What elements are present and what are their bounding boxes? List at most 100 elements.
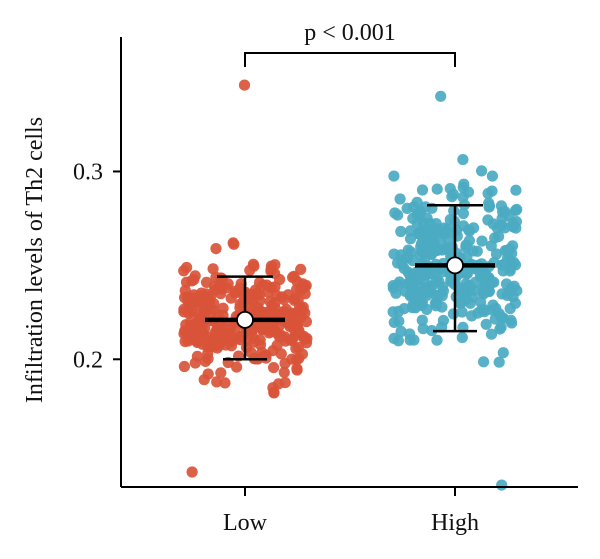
data-point-high [458,178,470,190]
labels-layer: Infiltration levels of Th2 cells p < 0.0… [22,20,396,403]
data-point-low [296,348,308,360]
data-point-high [496,311,508,323]
data-point-high [447,308,459,320]
data-point-high [483,201,495,213]
data-point-low [245,288,258,300]
data-point-high [472,307,484,319]
data-point-low [256,346,268,358]
data-point-high [456,332,468,344]
data-point-low [178,360,190,373]
y-axis-title: Infiltration levels of Th2 cells [22,117,48,403]
data-point-high [419,201,432,213]
data-point-high [507,217,519,229]
data-point-low [271,339,283,351]
data-point-high [486,304,499,316]
data-point-high [495,321,507,333]
data-point-high [486,170,498,182]
data-point-low [280,303,292,315]
data-point-low [293,305,305,317]
data-point-low [204,303,216,315]
data-point-high [430,274,442,286]
data-point-high [457,154,469,166]
x-tick-label: Low [223,510,268,536]
data-point-low [186,466,198,478]
data-point-high [480,318,492,330]
data-point-low [225,340,238,352]
data-point-high [463,279,475,291]
data-point-high [511,285,523,297]
data-point-high [412,208,424,221]
data-point-high [497,347,509,359]
data-point-low [181,261,193,274]
data-point-high [446,191,458,203]
data-point-low [189,299,201,311]
data-point-high [495,200,507,212]
data-point-high [476,235,488,247]
x-tick-label: High [431,510,479,536]
data-point-high [509,297,521,309]
data-point-high [495,219,508,232]
data-point-low [298,333,311,345]
data-point-low [287,271,299,283]
data-point-high [485,328,498,340]
data-point-high [421,289,433,301]
data-point-high [431,223,443,235]
data-point-high [396,254,408,266]
data-point-low [269,259,281,271]
data-point-low [247,258,259,270]
data-point-high [508,256,520,269]
y-tick-label: 0.3 [73,159,103,185]
data-point-low [188,274,200,286]
data-point-high [506,317,518,329]
data-point-low [202,347,214,359]
data-point-high [471,245,483,257]
data-point-low [275,348,287,360]
data-point-low [189,357,201,369]
mean-marker-low [236,310,254,329]
data-point-high [393,305,405,317]
data-point-high [488,276,500,288]
data-point-high [457,191,469,203]
axes: 0.2 0.3 Low High [73,37,578,536]
data-point-low [286,353,298,365]
data-point-low [182,291,194,303]
data-point-high [389,207,401,219]
data-point-low [208,280,220,292]
data-point-low [231,361,243,373]
data-point-low [269,325,281,338]
data-point-high [496,479,508,491]
data-point-low [262,286,274,298]
data-point-low [219,377,231,389]
data-point-high [395,325,407,338]
data-point-low [293,324,305,336]
data-point-high [480,269,492,281]
data-point-high [394,193,406,205]
data-point-high [421,231,433,243]
data-point-high [460,241,472,254]
data-point-high [401,202,413,214]
data-point-low [211,342,223,354]
data-point-high [501,244,513,256]
data-point-high [493,356,505,368]
significance-label: p < 0.001 [304,20,396,46]
data-point-low [238,79,251,91]
data-point-high [416,246,428,258]
data-point-low [268,386,280,398]
data-point-high [416,184,429,196]
data-point-low [200,288,212,300]
data-point-high [388,332,400,344]
data-point-low [207,263,219,275]
y-tick-label: 0.2 [73,347,103,373]
data-point-high [404,225,416,237]
data-point-low [280,313,292,325]
data-point-high [478,356,490,368]
data-point-high [450,247,463,259]
data-point-low [197,330,209,342]
data-point-high [477,287,489,299]
data-point-high [511,203,523,216]
points-layer [178,79,523,491]
data-point-high [436,290,448,302]
data-point-high [476,165,488,177]
significance-bracket [244,52,456,67]
data-point-high [448,205,460,217]
